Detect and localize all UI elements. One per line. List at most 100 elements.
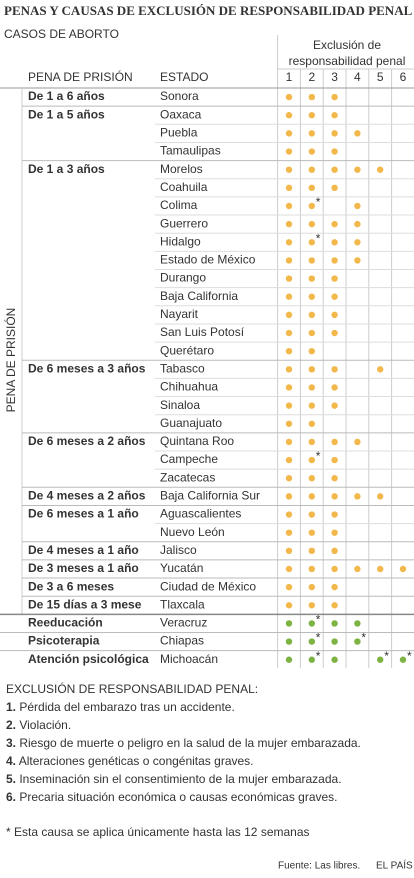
brand: EL PAÍS bbox=[376, 859, 413, 872]
dot bbox=[285, 220, 293, 228]
column-number: 6 bbox=[400, 70, 407, 84]
dot bbox=[285, 239, 293, 246]
dot bbox=[308, 511, 315, 518]
legend-item: 2. Violación. bbox=[6, 718, 71, 732]
dot bbox=[285, 311, 293, 319]
column-header: ESTADO bbox=[160, 70, 208, 84]
penalty: Atención psicológica bbox=[28, 652, 149, 666]
dot bbox=[308, 475, 315, 482]
dot bbox=[285, 275, 293, 282]
penalty: De 1 a 6 años bbox=[28, 89, 105, 103]
footnote: * Esta causa se aplica únicamente hasta … bbox=[6, 825, 310, 839]
dot bbox=[331, 257, 338, 264]
asterisk: * bbox=[316, 631, 321, 645]
state: Campeche bbox=[160, 452, 218, 466]
dot bbox=[308, 656, 315, 663]
legend-heading: EXCLUSIÓN DE RESPONSABILIDAD PENAL: bbox=[6, 681, 258, 696]
dot bbox=[331, 293, 338, 300]
state: Tamaulipas bbox=[160, 144, 221, 158]
state: Chiapas bbox=[160, 634, 204, 648]
dot bbox=[285, 347, 293, 355]
penalty: De 1 a 3 años bbox=[28, 162, 105, 176]
dot bbox=[308, 402, 315, 409]
dot bbox=[331, 93, 338, 101]
state: Estado de México bbox=[160, 253, 256, 267]
dot bbox=[331, 239, 338, 246]
dot bbox=[308, 184, 315, 192]
dot bbox=[285, 547, 293, 555]
state: Colima bbox=[160, 198, 198, 212]
dot bbox=[285, 438, 293, 446]
dot bbox=[354, 257, 361, 264]
dot bbox=[354, 220, 361, 228]
state: Oaxaca bbox=[160, 107, 202, 121]
dot bbox=[285, 166, 293, 173]
dot bbox=[308, 638, 315, 645]
dot bbox=[331, 638, 338, 645]
dot bbox=[308, 148, 315, 155]
dot bbox=[331, 220, 338, 228]
dot bbox=[285, 656, 293, 663]
legend-number: 1. bbox=[6, 700, 16, 714]
dot bbox=[354, 438, 361, 446]
column-number: 5 bbox=[377, 70, 384, 84]
dot bbox=[331, 620, 338, 627]
dot bbox=[308, 583, 315, 591]
dot bbox=[308, 565, 315, 573]
dot bbox=[331, 311, 338, 319]
dot bbox=[285, 366, 293, 373]
state: Morelos bbox=[160, 162, 203, 176]
dot bbox=[308, 93, 315, 101]
state: Baja California Sur bbox=[160, 489, 260, 503]
dot bbox=[285, 602, 293, 609]
dot bbox=[285, 511, 293, 518]
state: Sonora bbox=[160, 89, 199, 103]
dot bbox=[331, 148, 338, 155]
state: Yucatán bbox=[160, 561, 203, 575]
dot bbox=[308, 529, 315, 536]
dot bbox=[308, 329, 315, 337]
dot bbox=[308, 547, 315, 555]
state: Zacatecas bbox=[160, 470, 215, 484]
dot bbox=[308, 112, 315, 119]
column-number: 3 bbox=[331, 70, 338, 84]
dot bbox=[285, 456, 293, 464]
dot bbox=[285, 148, 293, 155]
legend-item: 5. Inseminación sin el consentimiento de… bbox=[6, 772, 342, 786]
title: PENAS Y CAUSAS DE EXCLUSIÓN DE RESPONSAB… bbox=[4, 3, 413, 18]
dot bbox=[399, 565, 407, 573]
dot bbox=[399, 656, 407, 663]
dot bbox=[285, 293, 293, 300]
dot bbox=[308, 275, 315, 282]
dot bbox=[331, 602, 338, 609]
dot bbox=[285, 565, 293, 573]
source: Fuente: Las libres. bbox=[278, 861, 360, 872]
dot bbox=[285, 402, 293, 409]
state: Hidalgo bbox=[160, 234, 201, 248]
dot bbox=[377, 493, 384, 500]
dot bbox=[354, 130, 361, 137]
dot bbox=[354, 493, 361, 500]
asterisk: * bbox=[316, 231, 321, 245]
dot bbox=[285, 384, 293, 391]
dot bbox=[285, 184, 293, 192]
dot bbox=[331, 166, 338, 173]
state: San Luis Potosí bbox=[160, 325, 245, 339]
dot bbox=[308, 420, 315, 427]
dot bbox=[285, 620, 293, 627]
state: Nayarit bbox=[160, 307, 199, 321]
dot bbox=[331, 493, 338, 500]
dot bbox=[285, 329, 293, 337]
legend-item: 6. Precaria situación económica o causas… bbox=[6, 790, 338, 804]
state: Chihuahua bbox=[160, 380, 218, 394]
asterisk: * bbox=[316, 649, 321, 663]
dot bbox=[331, 366, 338, 373]
dot bbox=[285, 93, 293, 101]
penalty: De 15 días a 3 mese bbox=[28, 597, 142, 611]
dot bbox=[331, 456, 338, 464]
dot bbox=[331, 184, 338, 192]
dot bbox=[354, 166, 361, 173]
dot bbox=[331, 402, 338, 409]
dot bbox=[308, 166, 315, 173]
